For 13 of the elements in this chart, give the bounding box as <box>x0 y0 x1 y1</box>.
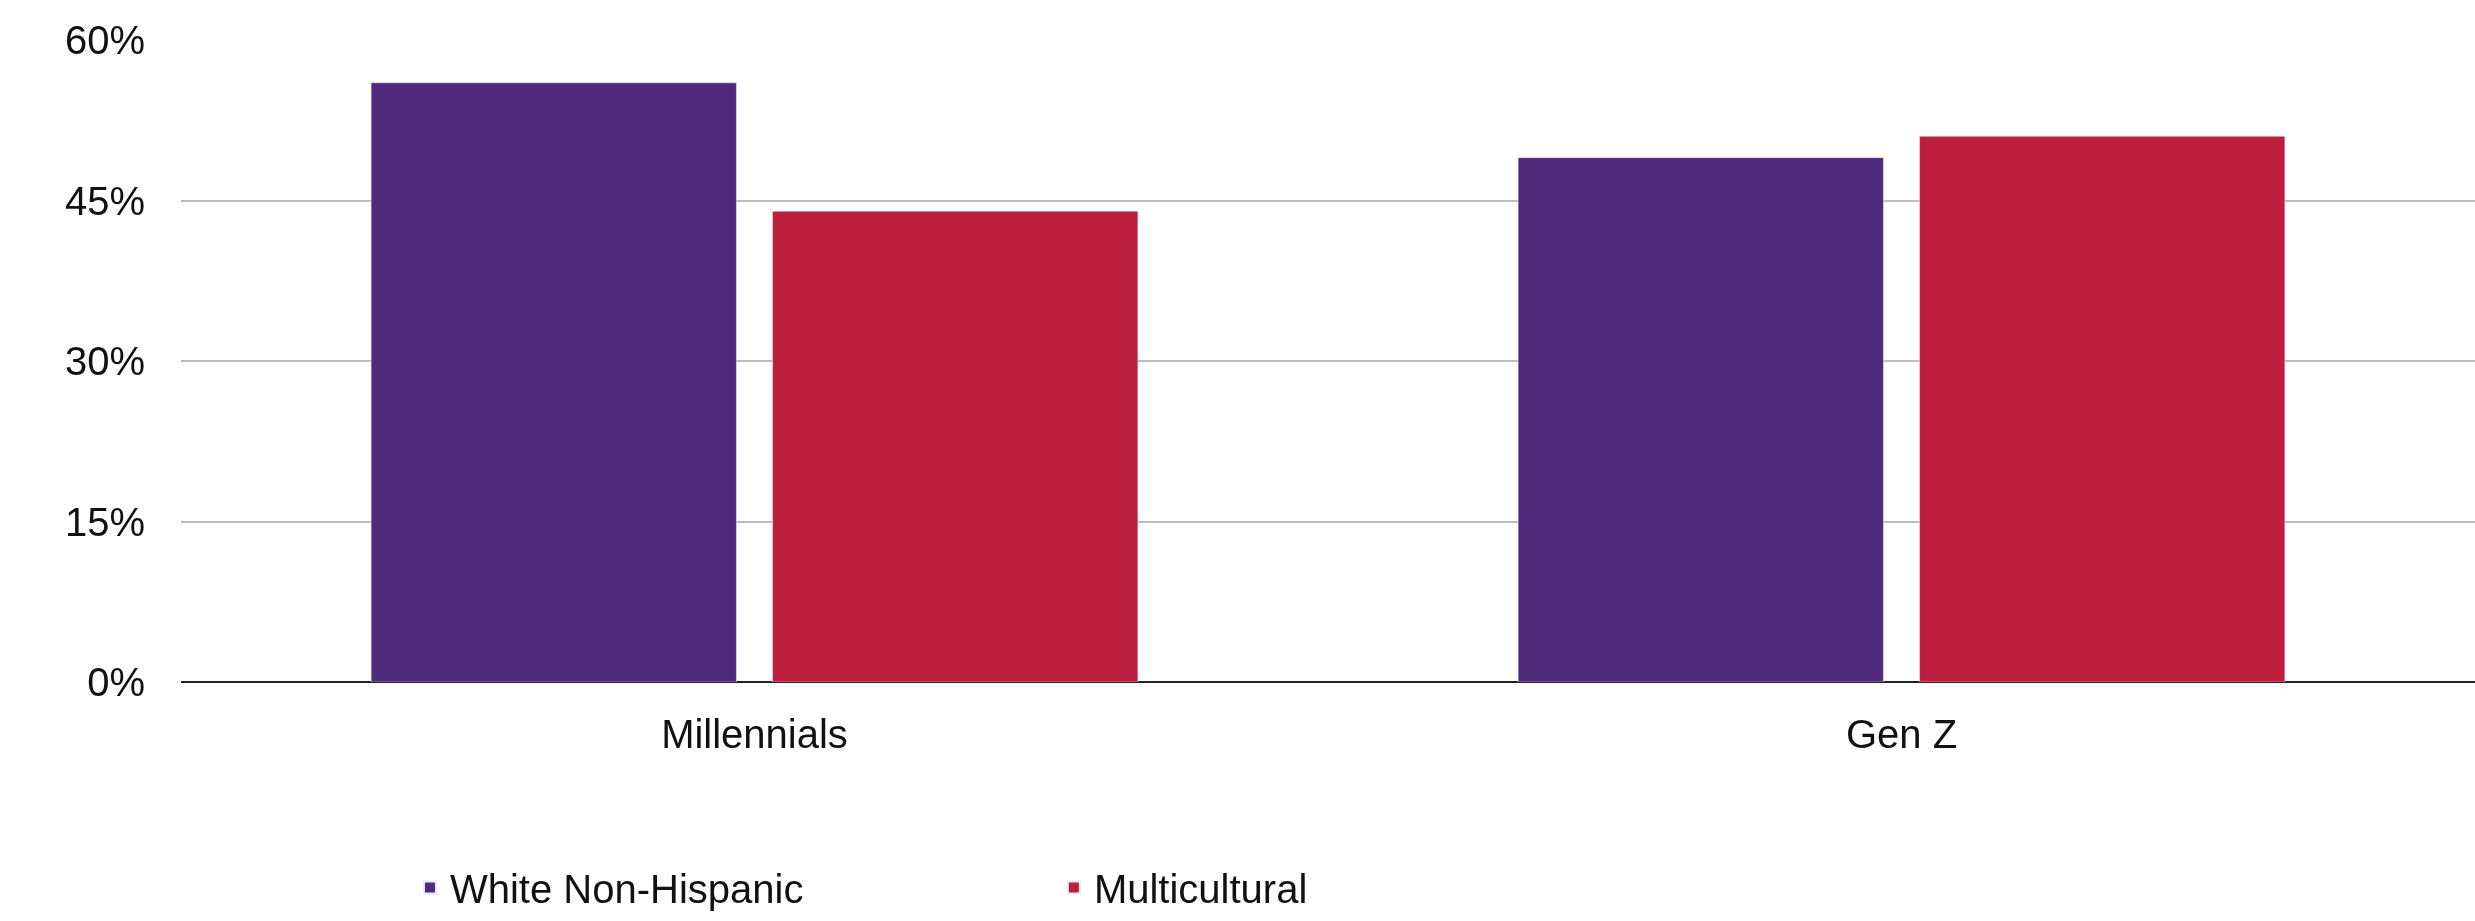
y-tick-label: 15% <box>64 499 145 544</box>
y-tick-label: 60% <box>64 18 145 62</box>
bar <box>370 82 737 682</box>
y-tick-label: 45% <box>64 178 145 223</box>
y-tick-label: 30% <box>64 339 145 383</box>
y-tick-label: 0% <box>87 660 145 704</box>
bar <box>1517 157 1884 682</box>
x-tick-label: Millennials <box>661 712 848 756</box>
legend-label: Multicultural <box>1093 867 1308 912</box>
bar <box>1919 136 2286 682</box>
bar <box>772 210 1139 682</box>
x-tick-label: Gen Z <box>1845 712 1958 756</box>
legend-label: White Non-Hispanic <box>449 867 804 912</box>
